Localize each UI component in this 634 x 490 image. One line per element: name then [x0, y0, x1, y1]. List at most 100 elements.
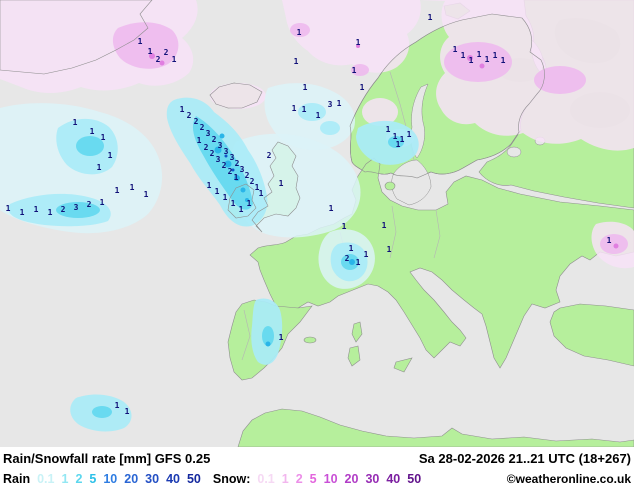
precip-value-label: 1 — [101, 133, 106, 142]
rain-area — [92, 406, 112, 418]
precip-value-label: 1 — [294, 57, 299, 66]
rain-legend-value: 10 — [103, 471, 118, 486]
rain-area — [320, 121, 340, 135]
precip-value-label: 1 — [73, 118, 78, 127]
snow-legend-label: Snow: — [212, 471, 251, 486]
precip-value-label: 3 — [74, 203, 79, 212]
precip-value-label: 2 — [245, 171, 250, 180]
snow-area — [112, 22, 179, 69]
precip-value-label: 1 — [349, 244, 354, 253]
precip-value-label: 1 — [34, 205, 39, 214]
rain-area — [224, 154, 228, 158]
rain-legend-value: 30 — [145, 471, 160, 486]
country-border — [433, 209, 441, 259]
rain-legend-value: 5 — [89, 471, 97, 486]
snow-legend-value: 40 — [386, 471, 401, 486]
precip-value-label: 1 — [90, 127, 95, 136]
snow-area — [479, 63, 485, 69]
snow-area — [600, 234, 628, 254]
precip-value-label: 1 — [356, 258, 361, 267]
rain-legend-value: 2 — [75, 471, 83, 486]
precip-value-label: 3 — [216, 155, 221, 164]
title-row: Rain/Snowfall rate [mm] GFS 0.25 Sa 28-0… — [0, 448, 634, 469]
lake-ladoga — [506, 146, 522, 158]
snow-layer — [0, 0, 634, 269]
rain-legend-value: 20 — [124, 471, 139, 486]
rain-legend-value: 40 — [166, 471, 180, 486]
rain-legend-value: 1 — [61, 471, 69, 486]
snow-legend-value: 30 — [365, 471, 380, 486]
rain-area — [214, 146, 222, 154]
precip-value-label: 1 — [97, 163, 102, 172]
precip-value-label: 1 — [239, 205, 244, 214]
coastline-great-britain — [251, 141, 301, 233]
snow-area — [420, 0, 634, 151]
snow-area — [351, 64, 369, 76]
precip-value-label: 1 — [180, 105, 185, 114]
rain-area — [298, 103, 326, 121]
landmass-balearics — [303, 336, 317, 344]
rain-area — [240, 187, 246, 193]
rain-area — [349, 259, 355, 265]
snow-legend-value: 10 — [323, 471, 338, 486]
precip-value-label: 1 — [453, 45, 458, 54]
snow-area — [290, 23, 310, 37]
precip-value-label: 2 — [228, 167, 233, 176]
precip-value-label: 1 — [279, 179, 284, 188]
snow-legend-value: 20 — [344, 471, 359, 486]
precip-value-label: 1 — [356, 38, 361, 47]
precip-value-label: 2 — [156, 55, 161, 64]
snow-legend-value: 1 — [281, 471, 289, 486]
precip-value-label: 1 — [342, 222, 347, 231]
precip-value-label: 1 — [428, 13, 433, 22]
precip-value-label: 3 — [240, 165, 245, 174]
precip-value-label: 1 — [48, 208, 53, 217]
rain-area — [56, 202, 100, 218]
rain-area — [388, 136, 404, 148]
rain-legend-value: 50 — [186, 471, 201, 486]
precip-value-label: 2 — [235, 159, 240, 168]
precip-value-label: 1 — [297, 28, 302, 37]
precip-value-label: 2 — [250, 177, 255, 186]
precip-value-label: 1 — [352, 66, 357, 75]
precip-value-label: 1 — [360, 83, 365, 92]
coastline-overlay-layer — [0, 0, 545, 233]
rain-legend-label: Rain — [3, 471, 31, 486]
snow-area — [362, 98, 398, 126]
precip-value-label: 1 — [493, 51, 498, 60]
precip-value-label: 1 — [292, 104, 297, 113]
precip-value-label: 3 — [230, 153, 235, 162]
precip-value-label: 1 — [485, 55, 490, 64]
rain-layer — [0, 83, 419, 432]
rain-area — [224, 160, 232, 168]
precip-value-label: 1 — [144, 190, 149, 199]
precip-value-label: 2 — [61, 205, 66, 214]
snow-area — [159, 60, 165, 66]
rain-area — [234, 175, 240, 181]
snow-legend-value: 0.1 — [257, 471, 275, 486]
precip-value-label: 1 — [461, 51, 466, 60]
rain-area — [231, 168, 235, 172]
landmass-corsica — [351, 321, 363, 343]
copyright-notice: ©weatheronline.co.uk — [506, 471, 631, 486]
precip-value-label: 3 — [224, 147, 229, 156]
precip-value-label: 2 — [87, 200, 92, 209]
snow-area — [613, 243, 619, 249]
landmass-zealand — [384, 181, 396, 191]
precip-value-label: 1 — [100, 198, 105, 207]
precip-value-label: 3 — [218, 141, 223, 150]
precip-value-label: 2 — [194, 117, 199, 126]
snow-legend-values: 0.1 1 2 5 10 20 30 40 50 — [250, 469, 421, 490]
precip-value-label: 1 — [607, 236, 612, 245]
snow-area — [444, 42, 512, 82]
precip-value-label: 1 — [400, 135, 405, 144]
precip-value-label: 2 — [187, 111, 192, 120]
precip-value-label: 1 — [259, 189, 264, 198]
precip-value-label: 1 — [407, 130, 412, 139]
rain-area — [219, 133, 225, 139]
coastline-ireland — [227, 183, 257, 219]
precip-value-label: 1 — [138, 37, 143, 46]
